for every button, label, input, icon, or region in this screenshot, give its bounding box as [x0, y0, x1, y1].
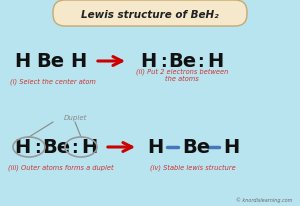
Text: Be: Be: [36, 52, 64, 71]
Text: Lewis structure of BeH₂: Lewis structure of BeH₂: [81, 10, 219, 20]
Text: (i) Select the center atom: (i) Select the center atom: [10, 78, 96, 85]
Text: © knordislearning.com: © knordislearning.com: [236, 196, 292, 202]
Text: H: H: [147, 138, 163, 157]
Text: Be: Be: [182, 138, 210, 157]
Text: H: H: [70, 52, 86, 71]
Text: :: :: [197, 53, 203, 71]
Text: :: :: [71, 138, 77, 156]
Text: Duplet: Duplet: [63, 114, 87, 121]
Text: H: H: [223, 138, 239, 157]
Text: :: :: [160, 53, 166, 71]
Text: Be: Be: [42, 138, 70, 157]
Text: (ii) Put 2 electrons between
the atoms: (ii) Put 2 electrons between the atoms: [136, 68, 228, 81]
Text: (iii) Outer atoms forms a duplet: (iii) Outer atoms forms a duplet: [8, 164, 114, 171]
Text: H: H: [140, 52, 156, 71]
Text: H: H: [207, 52, 223, 71]
Text: H: H: [81, 138, 97, 157]
Text: H: H: [14, 52, 30, 71]
Text: :: :: [34, 138, 40, 156]
Text: Be: Be: [168, 52, 196, 71]
Text: (iv) Stable lewis structure: (iv) Stable lewis structure: [150, 164, 236, 171]
FancyBboxPatch shape: [53, 1, 247, 27]
Text: H: H: [14, 138, 30, 157]
